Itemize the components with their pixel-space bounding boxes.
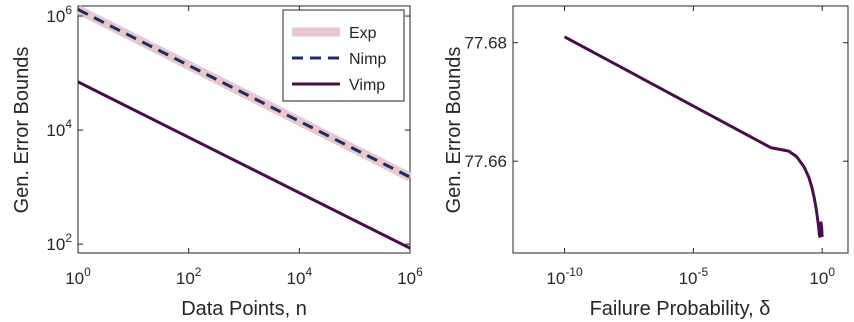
- left-xtick-label: 104: [287, 265, 313, 288]
- left-series-group: [75, 5, 413, 250]
- left-series-vimp-line: [77, 80, 411, 250]
- legend-label-exp: Exp: [349, 25, 377, 42]
- legend-label-nimp: Nimp: [349, 51, 386, 68]
- right-plot-area: [512, 5, 849, 254]
- left-xlabel: Data Points, n: [181, 298, 307, 320]
- right-xtick-label: 100: [809, 265, 835, 288]
- right-series-line: [563, 35, 824, 238]
- legend-label-vimp: Vimp: [349, 77, 385, 94]
- left-ylabel: Gen. Error Bounds: [11, 47, 33, 214]
- left-xtick-label: 102: [176, 265, 202, 288]
- left-xtick-label: 100: [65, 265, 91, 288]
- legend: Exp Nimp Vimp: [282, 9, 405, 102]
- right-series-group: [563, 35, 824, 238]
- left-ytick-label: 104: [46, 117, 72, 140]
- right-chart: 10-10 10-5 100 77.66 77.68 Failure Probabili…: [443, 5, 849, 320]
- left-ytick-label: 106: [46, 3, 72, 26]
- right-xlabel: Failure Probability, δ: [590, 298, 771, 320]
- left-xtick-label: 106: [397, 265, 423, 288]
- right-xtick-label: 10-10: [546, 265, 583, 288]
- right-ytick-label: 77.66: [464, 152, 507, 171]
- right-ylabel: Gen. Error Bounds: [443, 47, 465, 214]
- right-ticks-group: 10-10 10-5 100 77.66 77.68: [464, 6, 848, 288]
- left-chart: 100 102 104 106 102 104 106 Data Points, n Gen…: [11, 3, 423, 320]
- legend-box: [282, 9, 405, 102]
- left-ticks-group: 100 102 104 106 102 104 106: [46, 3, 423, 288]
- left-series-nimp-line: [77, 8, 411, 179]
- right-xtick-label: 10-5: [679, 265, 709, 288]
- left-ytick-label: 102: [46, 231, 72, 254]
- right-ytick-label: 77.68: [464, 34, 507, 53]
